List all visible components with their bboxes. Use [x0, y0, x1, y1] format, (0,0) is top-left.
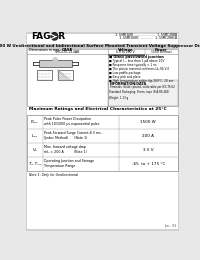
Text: with 10/1000 μs exponential pulse: with 10/1000 μs exponential pulse: [44, 122, 100, 126]
Bar: [37, 70, 52, 81]
Text: 1500 W: 1500 W: [140, 120, 156, 124]
Text: SMC/DO-214AB: SMC/DO-214AB: [55, 50, 80, 54]
Text: Operating Junction and Storage: Operating Junction and Storage: [44, 159, 95, 163]
Text: Temperature Range: Temperature Range: [44, 164, 76, 167]
Text: FAGOR: FAGOR: [31, 32, 65, 41]
Circle shape: [53, 57, 58, 62]
Text: -65  to + 175 °C: -65 to + 175 °C: [132, 162, 165, 166]
Text: ■ The plastic material conforms UL-94 V-0: ■ The plastic material conforms UL-94 V-…: [109, 67, 170, 70]
Text: Voltage: Voltage: [118, 48, 134, 52]
Text: ■ Easy pick and place: ■ Easy pick and place: [109, 75, 141, 79]
Text: CASE: CASE: [62, 48, 73, 52]
Text: ■ High temperature solder dip 260°C, 20 sec.: ■ High temperature solder dip 260°C, 20 …: [109, 79, 175, 83]
Bar: [108, 81, 178, 106]
Text: Vₑ: Vₑ: [33, 148, 37, 152]
Text: Peak Forward Surge Current,8.3 ms.: Peak Forward Surge Current,8.3 ms.: [44, 131, 102, 135]
Text: 1500 W(max): 1500 W(max): [151, 50, 172, 54]
Circle shape: [51, 33, 58, 40]
Text: ■ Response time typically < 1 ns: ■ Response time typically < 1 ns: [109, 63, 157, 67]
Text: 6.8 to 200 V: 6.8 to 200 V: [116, 50, 135, 54]
Text: Tⱼ, Tₛₜₛ: Tⱼ, Tₛₜₛ: [29, 162, 41, 166]
Text: Jun - 03: Jun - 03: [164, 224, 176, 228]
Text: Dimensions in mm.: Dimensions in mm.: [29, 48, 60, 52]
Bar: [27, 49, 178, 106]
Text: ■ Typical Iₗₓₖ less than 1 μA above 10V: ■ Typical Iₗₓₖ less than 1 μA above 10V: [109, 58, 165, 63]
Bar: [108, 54, 145, 56]
Text: Pₚₚₖ: Pₚₚₖ: [31, 120, 39, 124]
Bar: [27, 43, 178, 49]
Text: 1.5SMC6V8 .......... 1.5SMC200A: 1.5SMC6V8 .......... 1.5SMC200A: [115, 33, 177, 37]
Text: Peak Pulse Power Dissipation: Peak Pulse Power Dissipation: [44, 117, 91, 121]
Text: Power: Power: [155, 48, 168, 52]
Text: (Jedec Method)      (Note 1): (Jedec Method) (Note 1): [44, 136, 88, 140]
Text: Maximum Ratings and Electrical Characteristics at 25°C: Maximum Ratings and Electrical Character…: [29, 107, 167, 112]
Text: Max. forward voltage drop: Max. forward voltage drop: [44, 145, 86, 149]
Text: Iₚₚₖ: Iₚₚₖ: [32, 134, 38, 138]
Text: Note 1: Only for Unidirectional: Note 1: Only for Unidirectional: [29, 173, 78, 177]
Text: ■ Low profile package: ■ Low profile package: [109, 70, 141, 75]
Bar: [58, 70, 73, 81]
Text: mIₙ = 200 A          (Note 1): mIₙ = 200 A (Note 1): [44, 150, 87, 154]
Text: 3.5 V: 3.5 V: [143, 148, 154, 152]
Text: 1500 W Unidirectional and bidirectional Surface Mounted Transient Voltage Suppre: 1500 W Unidirectional and bidirectional …: [0, 44, 200, 48]
Bar: [39, 60, 72, 67]
Text: 1.5SMC6V8C ...... 1.5SMC200CA: 1.5SMC6V8C ...... 1.5SMC200CA: [119, 36, 177, 40]
Text: 200 A: 200 A: [142, 134, 154, 138]
Text: Terminals: Solder plated, solderable per IEC-TS-62
Standard Packaging: 8 mm. tap: Terminals: Solder plated, solderable per…: [109, 85, 175, 100]
Bar: [27, 115, 178, 171]
Text: INFORMATION/DATA: INFORMATION/DATA: [109, 82, 147, 86]
Text: ■ Glass passivated junction: ■ Glass passivated junction: [109, 55, 164, 59]
